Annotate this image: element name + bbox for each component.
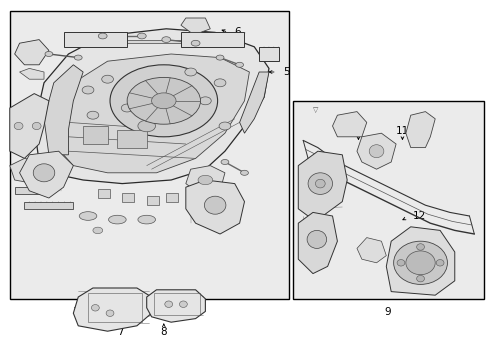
Ellipse shape	[151, 93, 176, 109]
Polygon shape	[181, 18, 210, 32]
Polygon shape	[15, 187, 49, 194]
Polygon shape	[24, 202, 73, 209]
Ellipse shape	[14, 122, 23, 130]
Polygon shape	[386, 227, 454, 295]
Ellipse shape	[435, 260, 443, 266]
Ellipse shape	[191, 40, 200, 46]
Polygon shape	[181, 32, 244, 47]
Polygon shape	[146, 196, 159, 205]
Ellipse shape	[121, 104, 133, 112]
Ellipse shape	[179, 301, 187, 307]
Ellipse shape	[45, 51, 53, 57]
Ellipse shape	[221, 159, 228, 165]
Polygon shape	[73, 40, 234, 43]
Polygon shape	[20, 151, 73, 198]
Polygon shape	[20, 68, 44, 79]
Polygon shape	[185, 180, 244, 234]
Ellipse shape	[235, 62, 243, 67]
Ellipse shape	[405, 251, 434, 275]
Ellipse shape	[33, 164, 55, 182]
Bar	[293, 101, 483, 299]
Ellipse shape	[214, 79, 225, 87]
Ellipse shape	[102, 75, 113, 83]
Text: 5: 5	[283, 67, 290, 77]
Text: 8: 8	[160, 327, 167, 337]
Ellipse shape	[79, 212, 97, 220]
Polygon shape	[146, 290, 205, 322]
Ellipse shape	[108, 215, 126, 224]
Ellipse shape	[306, 230, 326, 248]
Ellipse shape	[138, 120, 155, 132]
Ellipse shape	[199, 97, 211, 105]
Ellipse shape	[137, 33, 146, 39]
Text: 10: 10	[351, 126, 364, 136]
Polygon shape	[73, 288, 151, 331]
Text: 6: 6	[234, 27, 241, 37]
Ellipse shape	[396, 260, 404, 266]
Ellipse shape	[216, 55, 224, 60]
Polygon shape	[356, 133, 395, 169]
Ellipse shape	[110, 65, 217, 137]
Polygon shape	[117, 130, 146, 148]
Text: 11: 11	[395, 126, 408, 136]
Ellipse shape	[204, 196, 225, 214]
Polygon shape	[356, 238, 386, 263]
Text: 1: 1	[72, 307, 79, 318]
Polygon shape	[166, 193, 178, 202]
Polygon shape	[259, 47, 278, 61]
Polygon shape	[34, 29, 268, 184]
Ellipse shape	[106, 310, 114, 316]
Ellipse shape	[162, 37, 170, 42]
Polygon shape	[15, 40, 49, 65]
Polygon shape	[239, 72, 268, 133]
Ellipse shape	[87, 111, 99, 119]
Ellipse shape	[74, 55, 82, 60]
Ellipse shape	[184, 68, 196, 76]
Ellipse shape	[191, 22, 199, 28]
Polygon shape	[332, 112, 366, 137]
Ellipse shape	[93, 227, 102, 234]
Polygon shape	[298, 212, 337, 274]
Text: 7: 7	[117, 327, 124, 337]
Polygon shape	[10, 158, 49, 184]
Ellipse shape	[307, 173, 332, 194]
Ellipse shape	[127, 77, 200, 124]
Text: 2: 2	[20, 170, 27, 180]
Ellipse shape	[219, 122, 230, 130]
Polygon shape	[10, 94, 49, 158]
Ellipse shape	[368, 145, 383, 158]
Ellipse shape	[164, 301, 172, 307]
Text: 4: 4	[232, 202, 239, 212]
Polygon shape	[98, 189, 110, 198]
Bar	[10, 11, 288, 299]
Polygon shape	[59, 54, 249, 173]
Ellipse shape	[91, 305, 99, 311]
Text: 12: 12	[412, 211, 426, 221]
Polygon shape	[63, 32, 127, 47]
Polygon shape	[405, 112, 434, 148]
Ellipse shape	[240, 170, 248, 175]
Ellipse shape	[416, 244, 424, 250]
Polygon shape	[298, 151, 346, 216]
Polygon shape	[83, 126, 107, 144]
Ellipse shape	[416, 275, 424, 282]
Ellipse shape	[98, 33, 107, 39]
Ellipse shape	[393, 241, 447, 284]
Polygon shape	[44, 65, 83, 155]
Ellipse shape	[138, 215, 155, 224]
Text: 3: 3	[221, 188, 228, 198]
Ellipse shape	[82, 86, 94, 94]
Ellipse shape	[198, 175, 212, 185]
Polygon shape	[185, 166, 224, 191]
Ellipse shape	[32, 122, 41, 130]
Text: ▽: ▽	[312, 107, 317, 113]
Text: 9: 9	[384, 307, 390, 318]
Ellipse shape	[315, 179, 325, 188]
Polygon shape	[122, 193, 134, 202]
